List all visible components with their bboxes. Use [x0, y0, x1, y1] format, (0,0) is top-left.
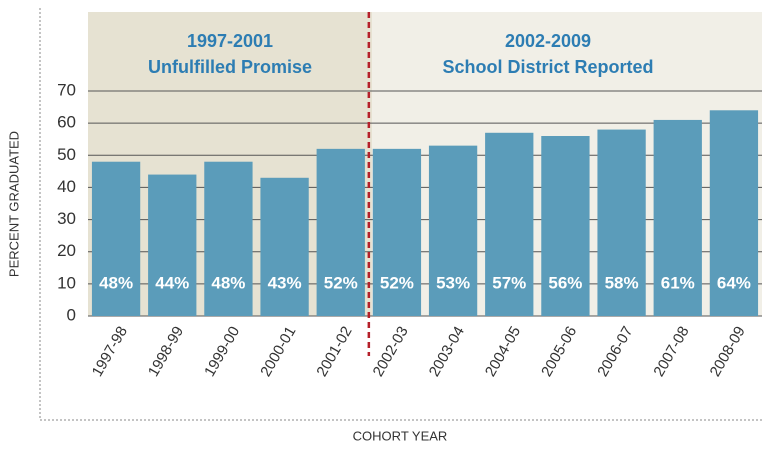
- value-label: 48%: [99, 273, 133, 292]
- bar: [91, 161, 141, 316]
- value-label: 58%: [605, 273, 639, 292]
- value-label: 52%: [380, 273, 414, 292]
- y-axis-label: PERCENT GRADUATED: [6, 131, 21, 277]
- bar: [316, 148, 365, 316]
- value-label: 44%: [155, 273, 189, 292]
- bar: [541, 136, 590, 316]
- y-tick-label: 60: [57, 113, 76, 132]
- x-tick-label: 2007-08: [650, 323, 692, 379]
- bar: [204, 161, 253, 316]
- value-label: 52%: [324, 273, 358, 292]
- value-label: 56%: [548, 273, 582, 292]
- bar: [485, 132, 534, 316]
- x-tick-label: 2002-03: [370, 323, 412, 379]
- value-label: 48%: [211, 273, 245, 292]
- bar: [148, 174, 197, 316]
- period-subtitle: Unfulfilled Promise: [148, 57, 312, 77]
- x-tick-label: 2004-05: [482, 323, 524, 379]
- x-axis-label: COHORT YEAR: [353, 428, 448, 443]
- x-tick-label: 1998-99: [145, 323, 187, 379]
- period-title: 2002-2009: [505, 31, 591, 51]
- y-tick-label: 20: [57, 241, 76, 260]
- y-tick-label: 30: [57, 209, 76, 228]
- bar: [597, 129, 646, 316]
- value-label: 43%: [268, 273, 302, 292]
- bar: [260, 177, 309, 316]
- y-tick-label: 0: [67, 305, 76, 324]
- x-tick-label: 2003-04: [426, 323, 468, 379]
- x-tick-label: 1997-98: [89, 323, 131, 379]
- value-label: 53%: [436, 273, 470, 292]
- x-tick-label: 2008-09: [707, 323, 749, 379]
- value-label: 64%: [717, 273, 751, 292]
- y-tick-label: 10: [57, 273, 76, 292]
- bar: [372, 148, 422, 316]
- bar: [653, 119, 702, 316]
- value-label: 57%: [492, 273, 526, 292]
- y-tick-label: 50: [57, 145, 76, 164]
- x-tick-label: 2000-01: [257, 323, 299, 379]
- y-tick-label: 70: [57, 80, 76, 99]
- x-tick-label: 1999-00: [201, 323, 243, 379]
- y-tick-label: 40: [57, 177, 76, 196]
- bar: [709, 110, 759, 317]
- value-label: 61%: [661, 273, 695, 292]
- x-tick-label: 2006-07: [594, 323, 636, 379]
- bar: [428, 145, 478, 316]
- period-title: 1997-2001: [187, 31, 273, 51]
- x-tick-label: 2001-02: [313, 323, 355, 379]
- period-subtitle: School District Reported: [442, 57, 653, 77]
- x-tick-label: 2005-06: [538, 323, 580, 379]
